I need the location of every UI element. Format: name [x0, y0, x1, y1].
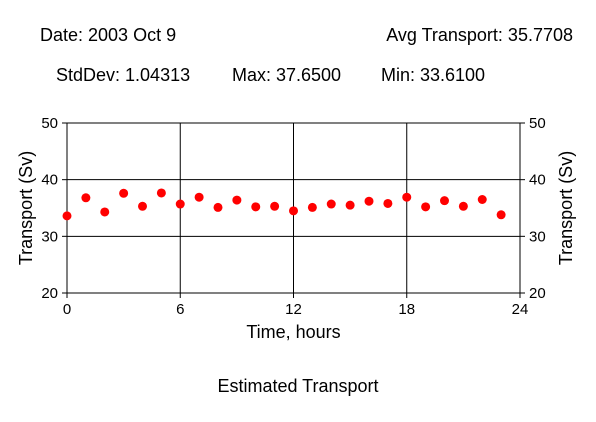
y-axis-title-right: Transport (Sv): [556, 151, 576, 265]
data-point: [345, 200, 355, 210]
data-point: [421, 202, 431, 212]
data-point: [458, 201, 468, 211]
data-point: [270, 201, 280, 211]
x-tick-label: 12: [285, 301, 302, 318]
y-tick-label-left: 50: [41, 115, 58, 132]
data-point: [62, 211, 72, 221]
x-tick-label: 18: [398, 301, 415, 318]
data-point: [232, 195, 242, 205]
stats-row: StdDev: 1.04313 Max: 37.6500 Min: 33.610…: [56, 66, 536, 86]
chart-caption: Estimated Transport: [217, 376, 379, 396]
data-point: [383, 198, 393, 208]
min-label: Min: 33.6100: [381, 65, 486, 85]
data-point: [119, 188, 129, 198]
data-point: [440, 196, 449, 206]
data-points: [62, 188, 506, 221]
data-point: [156, 188, 166, 198]
x-tick-label: 24: [512, 301, 529, 318]
max-label: Max: 37.6500: [232, 65, 342, 85]
x-tick-label: 6: [176, 301, 184, 318]
y-tick-label-right: 30: [529, 228, 546, 245]
data-point: [81, 193, 91, 203]
y-tick-label-right: 50: [529, 115, 546, 132]
data-point: [213, 202, 223, 212]
y-tick-label-left: 30: [41, 228, 58, 245]
data-point: [496, 210, 506, 220]
y-axis-title-left: Transport (Sv): [16, 151, 36, 265]
data-point: [251, 202, 261, 212]
x-tick-label: 0: [63, 301, 71, 318]
data-point: [326, 199, 336, 209]
data-point: [402, 192, 412, 202]
data-point: [138, 201, 147, 211]
data-point: [194, 192, 204, 202]
y-tick-label-left: 20: [41, 285, 58, 302]
data-point: [307, 202, 317, 212]
avg-transport-label: Avg Transport: 35.7708: [386, 25, 573, 45]
data-point: [175, 199, 185, 209]
date-label: Date: 2003 Oct 9: [40, 25, 177, 45]
data-point: [364, 196, 374, 206]
x-axis-title: Time, hours: [246, 322, 340, 342]
data-point: [289, 206, 298, 216]
data-point: [477, 195, 487, 204]
y-tick-label-right: 40: [529, 172, 546, 189]
y-tick-label-right: 20: [529, 285, 546, 302]
stddev-label: StdDev: 1.04313: [56, 65, 191, 85]
y-tick-label-left: 40: [41, 172, 58, 189]
data-point: [100, 207, 110, 217]
